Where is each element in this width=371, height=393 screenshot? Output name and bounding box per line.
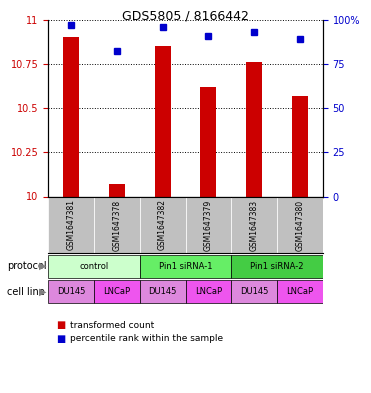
Text: ▶: ▶ — [39, 287, 46, 297]
Text: DU145: DU145 — [148, 287, 177, 296]
Bar — [155, 46, 171, 196]
Text: GSM1647381: GSM1647381 — [67, 200, 76, 250]
Bar — [48, 255, 140, 278]
Bar — [231, 255, 323, 278]
Text: LNCaP: LNCaP — [195, 287, 222, 296]
Text: GSM1647379: GSM1647379 — [204, 199, 213, 251]
Bar — [48, 196, 94, 253]
Text: GDS5805 / 8166442: GDS5805 / 8166442 — [122, 10, 249, 23]
Text: ■: ■ — [56, 334, 65, 344]
Text: percentile rank within the sample: percentile rank within the sample — [70, 334, 224, 343]
Text: transformed count: transformed count — [70, 321, 155, 330]
Text: DU145: DU145 — [240, 287, 268, 296]
Text: ■: ■ — [56, 320, 65, 331]
Bar — [140, 255, 231, 278]
Bar — [231, 280, 277, 303]
Bar — [140, 280, 186, 303]
Bar — [186, 280, 231, 303]
Bar — [63, 37, 79, 197]
Bar — [94, 196, 140, 253]
Bar — [292, 95, 308, 196]
Bar — [231, 196, 277, 253]
Text: GSM1647383: GSM1647383 — [250, 199, 259, 251]
Bar — [94, 280, 140, 303]
Text: ▶: ▶ — [39, 261, 46, 271]
Bar — [200, 87, 216, 196]
Text: Pin1 siRNA-1: Pin1 siRNA-1 — [159, 262, 212, 271]
Text: Pin1 siRNA-2: Pin1 siRNA-2 — [250, 262, 304, 271]
Text: LNCaP: LNCaP — [103, 287, 131, 296]
Bar — [140, 196, 186, 253]
Text: DU145: DU145 — [57, 287, 85, 296]
Text: LNCaP: LNCaP — [286, 287, 313, 296]
Text: GSM1647382: GSM1647382 — [158, 200, 167, 250]
Bar — [109, 184, 125, 196]
Text: cell line: cell line — [7, 287, 45, 297]
Text: protocol: protocol — [7, 261, 47, 271]
Text: GSM1647378: GSM1647378 — [112, 199, 121, 251]
Bar — [277, 280, 323, 303]
Bar — [277, 196, 323, 253]
Text: control: control — [79, 262, 109, 271]
Bar — [186, 196, 231, 253]
Bar — [246, 62, 262, 196]
Bar — [48, 280, 94, 303]
Text: GSM1647380: GSM1647380 — [295, 199, 304, 251]
